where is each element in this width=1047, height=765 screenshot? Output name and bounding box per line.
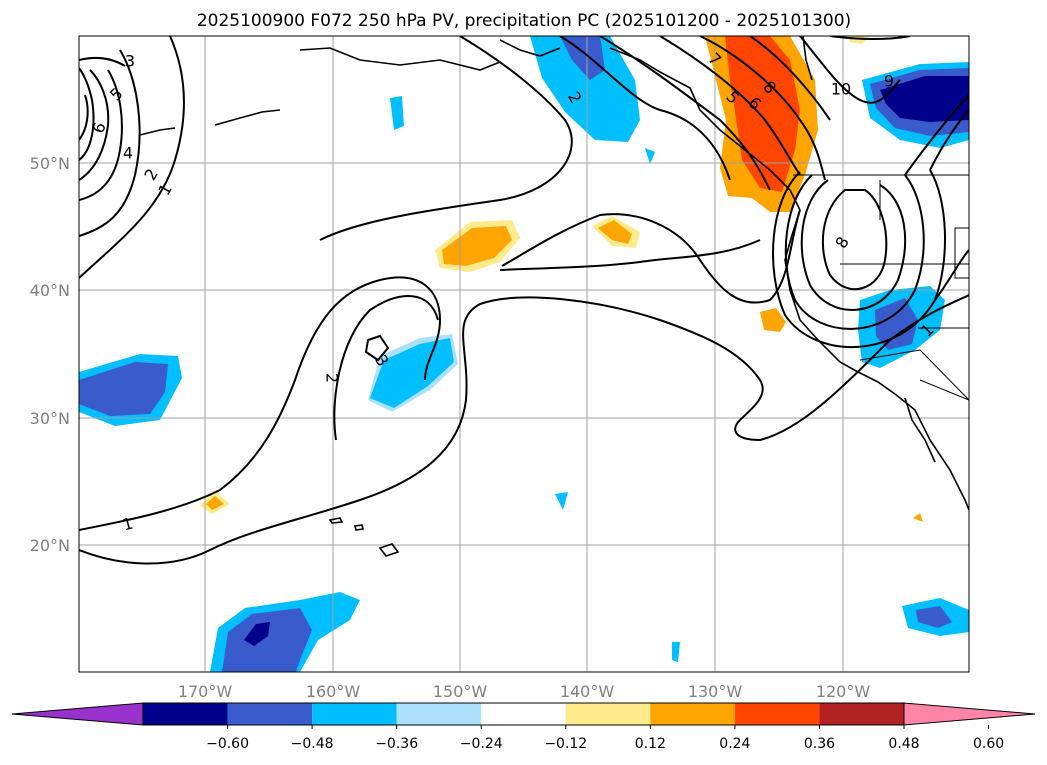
contour-label: 1 — [120, 514, 135, 535]
colorbar-tick-label: −0.12 — [544, 736, 587, 752]
contour-label: 4 — [123, 144, 133, 163]
lon-label: 120°W — [816, 682, 871, 701]
colorbar-segment — [396, 703, 482, 725]
colorbar-tick-label: 0.12 — [635, 736, 666, 752]
political-borders — [793, 174, 969, 401]
lat-label: 50°N — [30, 154, 70, 173]
lon-label: 150°W — [433, 682, 488, 701]
precip-shading — [79, 36, 969, 672]
lon-label: 160°W — [306, 682, 361, 701]
latitude-labels: 50°N 40°N 30°N 20°N — [30, 154, 70, 555]
colorbar-segment — [143, 703, 228, 725]
colorbar-segment — [565, 703, 651, 725]
colorbar-extend-low — [11, 702, 144, 726]
colorbar-segment — [734, 703, 820, 725]
colorbar-segment — [819, 703, 904, 725]
map-frame — [78, 35, 970, 673]
colorbar-segment — [312, 703, 397, 725]
contour-label: 3 — [125, 52, 135, 71]
colorbar: −0.60 −0.48 −0.36 −0.24 −0.12 0.12 0.24 0.36 0.4… — [11, 702, 1036, 752]
lat-label: 30°N — [30, 409, 70, 428]
colorbar-tick-label: −0.24 — [460, 736, 503, 752]
colorbar-frame — [142, 702, 905, 726]
contour-label: 2 — [323, 373, 342, 383]
lat-lon-grid — [79, 36, 969, 672]
colorbar-tick-label: 0.36 — [804, 736, 835, 752]
lon-label: 130°W — [688, 682, 743, 701]
colorbar-tick-label: 0.60 — [973, 736, 1004, 752]
lon-label: 170°W — [178, 682, 233, 701]
lat-label: 40°N — [30, 281, 70, 300]
pv-contours — [79, 36, 969, 565]
colorbar-tick-label: −0.60 — [206, 736, 249, 752]
coastlines — [139, 36, 969, 557]
map-background — [79, 36, 969, 672]
colorbar-tick-label: −0.48 — [291, 736, 334, 752]
colorbar-segment — [650, 703, 735, 725]
lat-label: 20°N — [30, 536, 70, 555]
colorbar-extend-high — [903, 702, 1036, 726]
colorbar-segment — [227, 703, 313, 725]
lon-label: 140°W — [560, 682, 615, 701]
map-title: 2025100900 F072 250 hPa PV, precipitatio… — [197, 11, 851, 31]
contour-label: 9 — [884, 72, 894, 91]
colorbar-tick-label: 0.48 — [888, 736, 919, 752]
colorbar-tick-label: 0.24 — [719, 736, 750, 752]
colorbar-segment — [481, 703, 566, 725]
contour-label: 10 — [831, 80, 851, 99]
longitude-labels: 170°W 160°W 150°W 140°W 130°W 120°W — [178, 682, 871, 701]
colorbar-tick-label: −0.36 — [375, 736, 418, 752]
